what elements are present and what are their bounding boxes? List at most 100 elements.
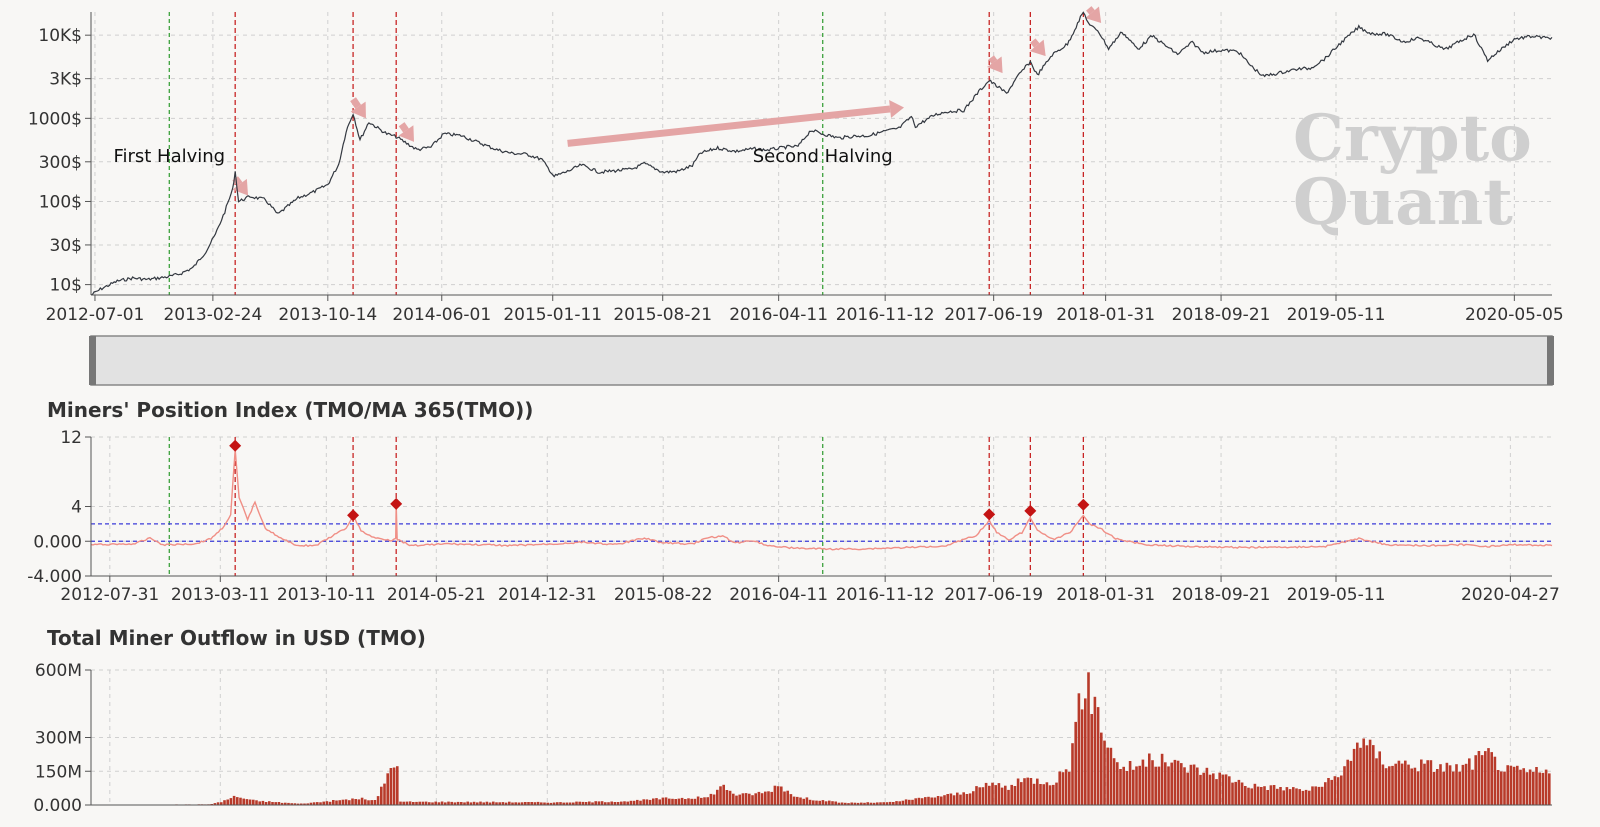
tmo-bar (789, 794, 793, 805)
tmo-bar (1218, 772, 1221, 805)
tmo-bar (421, 801, 425, 805)
tmo-bar (437, 802, 441, 805)
tmo-bar (1372, 745, 1375, 805)
tmo-bar (1231, 782, 1234, 805)
tmo-bar (725, 790, 729, 805)
tmo-bar (536, 801, 540, 805)
tmo-bar (677, 798, 681, 805)
tmo-bar (604, 802, 607, 805)
mpi-x-tick-label: 2016-11-12 (836, 585, 935, 605)
price-x-axis: 2012-07-01 2013-02-24 2013-10-14 2014-06-01… (46, 294, 1564, 325)
tmo-bar (1423, 763, 1426, 805)
tmo-bar (1464, 763, 1468, 805)
tmo-bar (1016, 778, 1020, 805)
tmo-bar (712, 794, 716, 805)
tmo-bar (860, 802, 863, 805)
tmo-bar (264, 802, 268, 805)
tmo-bar (501, 802, 505, 805)
tmo-bar (1138, 765, 1141, 805)
tmo-bar (408, 801, 412, 805)
tmo-bar (1500, 771, 1503, 805)
navigator-left-handle[interactable] (89, 336, 96, 385)
tmo-bar (940, 796, 943, 805)
tmo-bar (447, 801, 450, 805)
tmo-bar (1509, 765, 1513, 805)
tmo-y-axis: 600M 300M 150M 0.000 (33, 661, 1552, 816)
tmo-bar (863, 802, 866, 805)
tmo-bar (1407, 764, 1410, 805)
tmo-bar (668, 798, 671, 805)
mpi-chart-title: Miners' Position Index (TMO/MA 365(TMO)) (47, 398, 533, 422)
tmo-bar (274, 802, 277, 805)
tmo-bar (453, 802, 457, 805)
price-x-tick-label: 2013-02-24 (163, 305, 262, 325)
trend-arrow-head (889, 100, 904, 118)
tmo-bar (1292, 787, 1295, 805)
tmo-bar (914, 798, 917, 805)
mpi-peak-diamond (347, 509, 360, 522)
tmo-bar (1192, 764, 1196, 805)
price-x-tick-label: 2013-10-14 (278, 305, 377, 325)
tmo-bar (840, 802, 844, 805)
tmo-bar (1314, 786, 1317, 805)
trend-arrow-shaft (398, 122, 409, 133)
tmo-bar (399, 801, 402, 805)
tmo-bar (1480, 755, 1484, 805)
tmo-bar (373, 800, 377, 805)
price-x-tick-label: 2020-05-05 (1465, 305, 1564, 325)
second-halving-label: Second Halving (753, 146, 893, 167)
tmo-bar (661, 797, 665, 805)
tmo-y-tick-label: 0.000 (33, 796, 82, 816)
tmo-bar (364, 799, 367, 805)
tmo-bar (591, 802, 594, 805)
tmo-bar (888, 801, 892, 805)
tmo-bar (959, 794, 962, 805)
tmo-bar (543, 802, 546, 805)
tmo-bar (1128, 761, 1132, 805)
tmo-bar (965, 794, 969, 805)
mpi-x-tick-label: 2013-10-11 (277, 585, 376, 605)
mpi-x-tick-label: 2014-05-21 (387, 585, 486, 605)
price-y-tick-label: 1000$ (28, 109, 82, 129)
tmo-bar (476, 802, 479, 805)
trend-arrow-head (350, 101, 366, 119)
mpi-x-tick-label: 2017-06-19 (944, 585, 1043, 605)
tmo-bar (293, 803, 297, 805)
tmo-bar (1471, 769, 1474, 805)
tmo-bar (1282, 790, 1285, 805)
tmo-bar (1522, 768, 1525, 805)
price-y-axis: 10$ 30$ 100$ 300$ 1000$ 3K$ 10K$ (28, 12, 92, 296)
tmo-bar (1125, 771, 1129, 805)
navigator-track[interactable] (90, 335, 1553, 386)
tmo-bar (450, 801, 453, 805)
tmo-bar (834, 801, 837, 805)
tmo-bar (674, 799, 677, 805)
tmo-bar (1058, 771, 1061, 805)
tmo-bar (284, 802, 287, 805)
tmo-bar (213, 803, 217, 805)
tmo-bar (469, 802, 473, 805)
tmo-bar (1266, 790, 1269, 805)
tmo-bar (220, 802, 223, 805)
tmo-bar (1247, 787, 1250, 805)
tmo-bar (866, 802, 869, 805)
range-navigator[interactable] (89, 335, 1554, 386)
tmo-bar (226, 799, 229, 805)
tmo-bar (306, 803, 309, 805)
tmo-bar (1397, 760, 1401, 805)
tmo-bar (341, 799, 345, 805)
navigator-right-handle[interactable] (1547, 336, 1554, 385)
tmo-bar (632, 800, 636, 805)
tmo-bar (1157, 766, 1161, 805)
tmo-bar (1026, 777, 1029, 805)
price-x-tick-label: 2017-06-19 (944, 305, 1043, 325)
tmo-bar (1240, 782, 1244, 805)
tmo-bar (530, 802, 533, 805)
tmo-bar (383, 783, 386, 805)
tmo-bar (1432, 771, 1436, 805)
tmo-bar (1253, 783, 1257, 805)
tmo-bar (216, 802, 220, 805)
tmo-bar (1349, 760, 1353, 805)
tmo-bar (773, 785, 777, 805)
tmo-bar (728, 790, 732, 805)
